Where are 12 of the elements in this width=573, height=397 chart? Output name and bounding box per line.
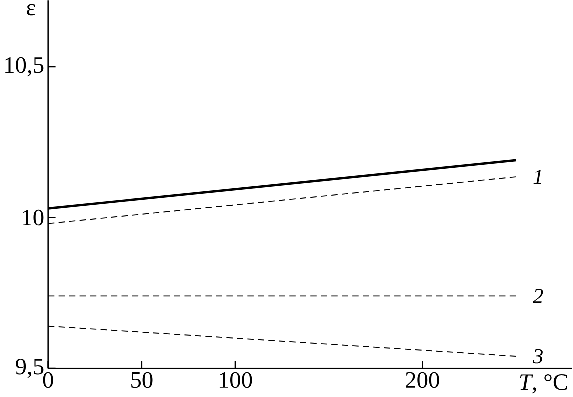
y-axis-title: ε xyxy=(27,4,36,16)
y-tick-label: 10 xyxy=(23,210,44,226)
x-axis-title: T, °C xyxy=(520,374,568,394)
x-tick-label: 100 xyxy=(220,372,252,388)
series-label: 3 xyxy=(533,349,543,364)
y-tick-label: 10,5 xyxy=(6,57,44,76)
series-label: 2 xyxy=(533,289,544,304)
x-tick-label: 0 xyxy=(43,372,54,388)
x-tick-label: 200 xyxy=(406,372,440,388)
y-tick-label: 9,5 xyxy=(16,358,44,378)
series-label: 1 xyxy=(534,170,542,184)
x-tick-label: 50 xyxy=(132,372,153,388)
